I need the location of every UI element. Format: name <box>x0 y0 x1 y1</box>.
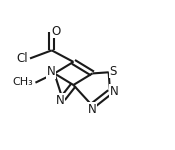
Text: CH₃: CH₃ <box>12 77 33 87</box>
Text: N: N <box>55 93 64 106</box>
Text: N: N <box>110 85 119 98</box>
Text: N: N <box>47 65 55 78</box>
Text: Cl: Cl <box>16 52 28 65</box>
Text: N: N <box>88 103 97 116</box>
Text: S: S <box>110 65 117 78</box>
Text: O: O <box>51 25 60 38</box>
